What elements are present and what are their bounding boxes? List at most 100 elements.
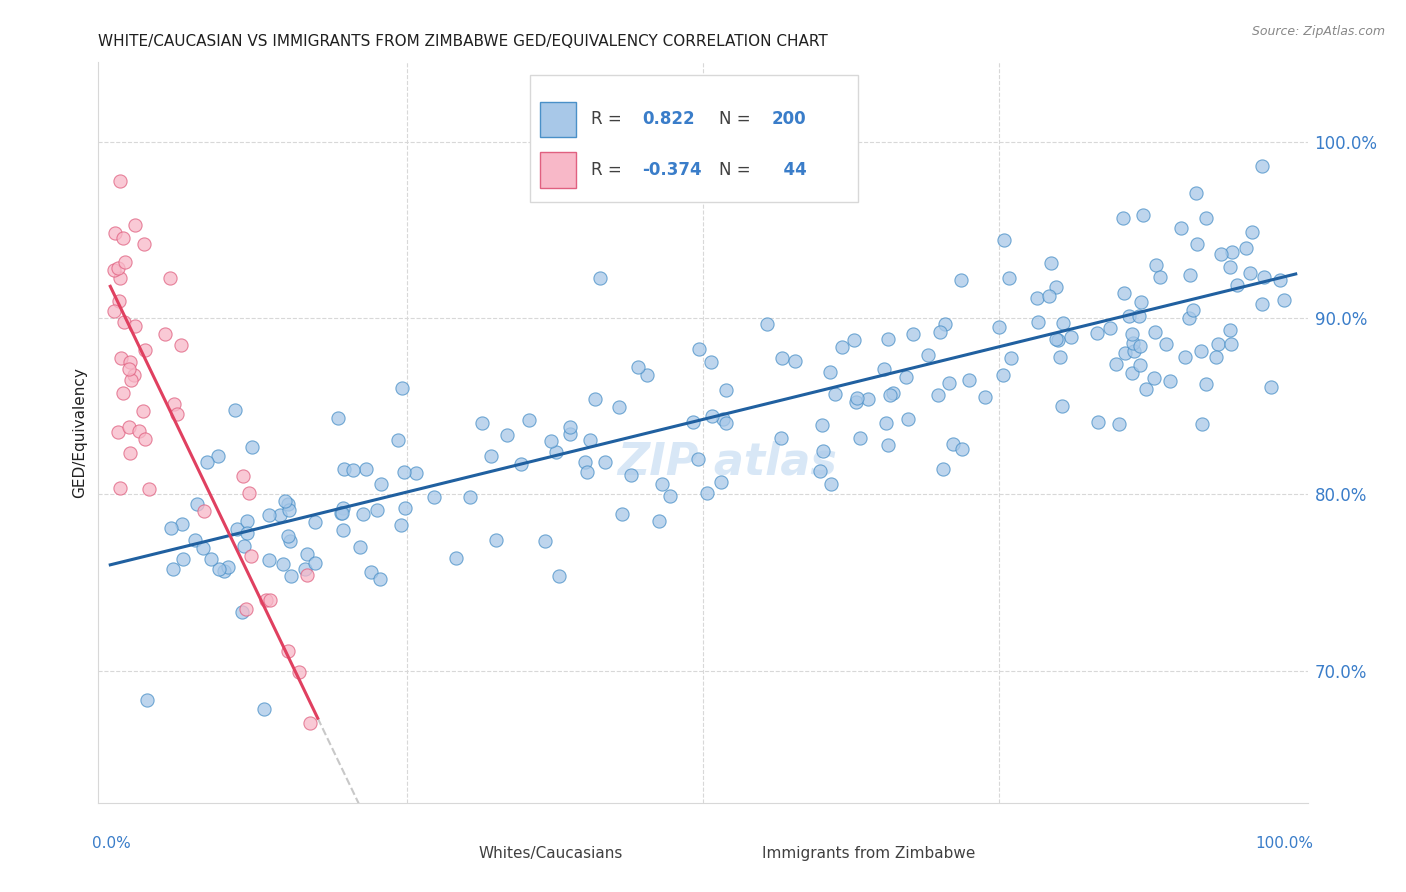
Point: [877, 333, 900, 347]
Point: [610, 507, 633, 521]
Point: [607, 400, 630, 414]
Point: [682, 415, 704, 429]
Point: [170, 337, 193, 351]
Text: WHITE/CAUCASIAN VS IMMIGRANTS FROM ZIMBABWE GED/EQUIVALENCY CORRELATION CHART: WHITE/CAUCASIAN VS IMMIGRANTS FROM ZIMBA…: [98, 34, 828, 49]
Point: [471, 416, 494, 430]
Point: [993, 233, 1015, 247]
Text: 44: 44: [772, 161, 807, 178]
Text: Source: ZipAtlas.com: Source: ZipAtlas.com: [1251, 25, 1385, 38]
Point: [808, 464, 831, 478]
Point: [114, 255, 136, 269]
Point: [304, 515, 326, 529]
Text: N =: N =: [718, 161, 755, 178]
Point: [107, 260, 129, 275]
Point: [458, 490, 481, 504]
Point: [193, 504, 215, 518]
Point: [496, 427, 519, 442]
Point: [583, 392, 606, 406]
Point: [186, 497, 208, 511]
Point: [882, 385, 904, 400]
Point: [239, 549, 262, 563]
Point: [235, 602, 257, 616]
Point: [1114, 346, 1136, 360]
Point: [118, 362, 141, 376]
Point: [1149, 269, 1171, 284]
Point: [517, 412, 540, 426]
Point: [942, 436, 965, 450]
Point: [118, 446, 141, 460]
Point: [1123, 344, 1146, 359]
Point: [134, 433, 156, 447]
Point: [897, 411, 920, 425]
Point: [1239, 267, 1261, 281]
Point: [254, 593, 277, 607]
Point: [755, 318, 778, 332]
Point: [294, 562, 316, 576]
Point: [394, 501, 416, 516]
Point: [574, 455, 596, 469]
Point: [1045, 332, 1067, 346]
Point: [232, 468, 254, 483]
Point: [1046, 333, 1069, 347]
Point: [1118, 309, 1140, 323]
Point: [354, 462, 377, 476]
Point: [714, 416, 737, 430]
Point: [333, 461, 356, 475]
Point: [770, 431, 793, 445]
Point: [1253, 269, 1275, 284]
Point: [332, 523, 354, 537]
Point: [172, 552, 194, 566]
Point: [636, 368, 658, 382]
Point: [342, 463, 364, 477]
Point: [392, 465, 415, 479]
Point: [298, 716, 321, 731]
Point: [700, 354, 723, 368]
Point: [932, 462, 955, 476]
Point: [135, 693, 157, 707]
Point: [110, 351, 132, 365]
Point: [274, 494, 297, 508]
Point: [824, 387, 846, 401]
Point: [934, 317, 956, 331]
Text: -0.374: -0.374: [643, 161, 702, 178]
Point: [1104, 357, 1126, 371]
Point: [166, 407, 188, 421]
Point: [927, 387, 949, 401]
Point: [1206, 336, 1229, 351]
Point: [659, 489, 682, 503]
Point: [700, 409, 723, 423]
Point: [1129, 294, 1152, 309]
Point: [651, 477, 673, 491]
Point: [1026, 314, 1049, 328]
Point: [593, 454, 616, 468]
Point: [288, 665, 311, 679]
Point: [509, 457, 531, 471]
Point: [544, 444, 567, 458]
Point: [405, 467, 427, 481]
Point: [696, 486, 718, 500]
Point: [1195, 211, 1218, 226]
Point: [269, 508, 291, 523]
Text: R =: R =: [591, 161, 627, 178]
FancyBboxPatch shape: [530, 75, 858, 202]
Point: [879, 387, 901, 401]
Point: [578, 434, 600, 448]
Point: [877, 437, 900, 451]
Point: [1178, 311, 1201, 326]
Point: [257, 552, 280, 566]
Point: [259, 593, 281, 607]
Point: [1268, 273, 1291, 287]
Point: [112, 231, 135, 245]
Point: [236, 525, 259, 540]
Point: [1251, 297, 1274, 311]
Point: [1128, 309, 1150, 323]
Point: [231, 605, 253, 619]
Point: [103, 304, 125, 318]
Point: [1129, 358, 1152, 372]
Point: [236, 514, 259, 528]
Y-axis label: GED/Equivalency: GED/Equivalency: [72, 368, 87, 498]
Point: [195, 455, 218, 469]
Point: [1195, 377, 1218, 392]
Point: [122, 368, 145, 382]
Point: [627, 359, 650, 374]
